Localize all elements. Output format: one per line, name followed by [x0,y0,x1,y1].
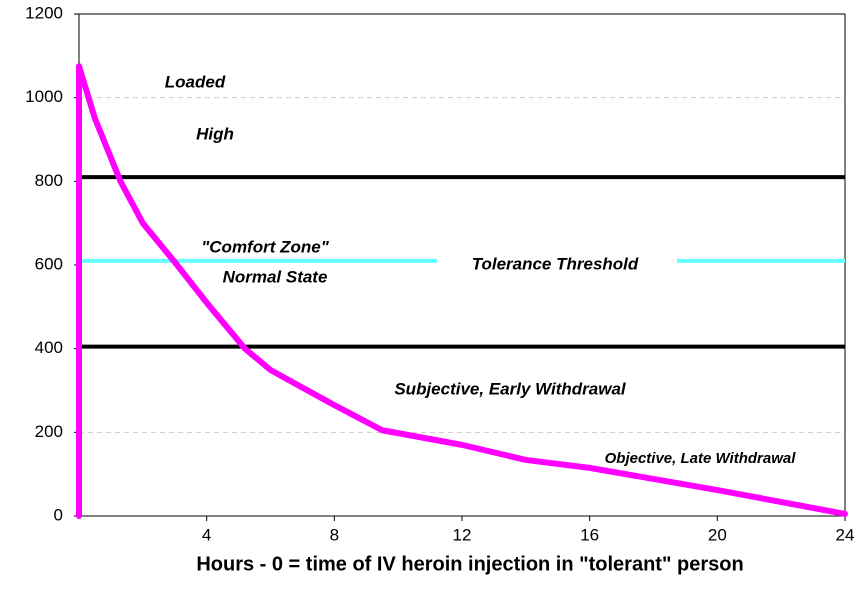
y-tick-label: 1200 [25,3,63,22]
y-tick-label: 1000 [25,87,63,106]
annotation: Loaded [165,72,226,91]
annotation: Objective, Late Withdrawal [605,450,797,467]
y-tick-label: 200 [35,422,63,441]
annotation: Normal State [223,267,328,286]
x-tick-label: 16 [580,525,599,544]
y-tick-label: 600 [35,254,63,273]
curve [76,63,848,519]
annotation: High [196,124,234,143]
label-bg [437,248,677,273]
annotation: Subjective, Early Withdrawal [394,379,627,398]
y-tick-label: 400 [35,338,63,357]
y-tick-label: 800 [35,171,63,190]
x-tick-label: 8 [330,525,339,544]
annotation: "Comfort Zone" [201,237,329,256]
x-axis-label: Hours - 0 = time of IV heroin injection … [196,553,743,575]
x-tick-label: 4 [202,525,211,544]
threshold-label: Tolerance Threshold [472,254,639,273]
x-tick-label: 20 [708,525,727,544]
y-tick-label: 0 [54,505,63,524]
x-tick-label: 24 [836,525,855,544]
x-tick-label: 12 [453,525,472,544]
